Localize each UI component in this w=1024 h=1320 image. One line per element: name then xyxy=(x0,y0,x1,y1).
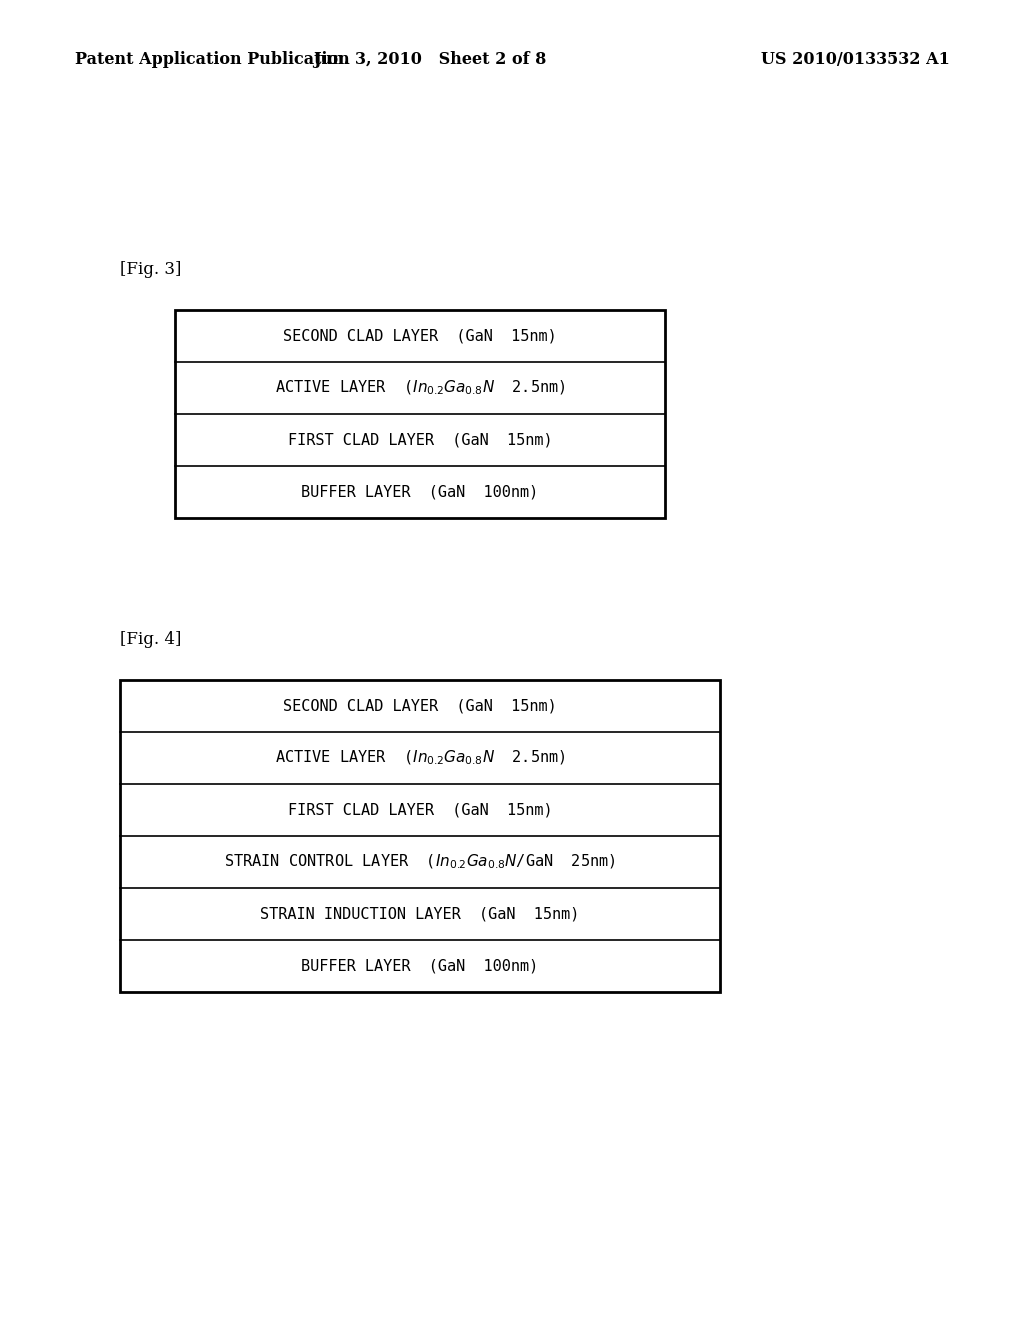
Text: Jun. 3, 2010   Sheet 2 of 8: Jun. 3, 2010 Sheet 2 of 8 xyxy=(313,51,547,69)
Text: STRAIN INDUCTION LAYER  (GaN  15nm): STRAIN INDUCTION LAYER (GaN 15nm) xyxy=(260,907,580,921)
Text: BUFFER LAYER  (GaN  100nm): BUFFER LAYER (GaN 100nm) xyxy=(301,958,539,974)
Text: [Fig. 4]: [Fig. 4] xyxy=(120,631,181,648)
Text: US 2010/0133532 A1: US 2010/0133532 A1 xyxy=(761,51,950,69)
Text: FIRST CLAD LAYER  (GaN  15nm): FIRST CLAD LAYER (GaN 15nm) xyxy=(288,803,552,817)
Text: BUFFER LAYER  (GaN  100nm): BUFFER LAYER (GaN 100nm) xyxy=(301,484,539,499)
Bar xyxy=(175,310,665,517)
Text: [Fig. 3]: [Fig. 3] xyxy=(120,261,181,279)
Text: SECOND CLAD LAYER  (GaN  15nm): SECOND CLAD LAYER (GaN 15nm) xyxy=(283,698,557,714)
Text: FIRST CLAD LAYER  (GaN  15nm): FIRST CLAD LAYER (GaN 15nm) xyxy=(288,433,552,447)
Text: Patent Application Publication: Patent Application Publication xyxy=(75,51,350,69)
Text: SECOND CLAD LAYER  (GaN  15nm): SECOND CLAD LAYER (GaN 15nm) xyxy=(283,329,557,343)
Bar xyxy=(120,680,720,993)
Text: ACTIVE LAYER  ($\mathit{In}_{0.2}\mathit{Ga}_{0.8}N$  2.5nm): ACTIVE LAYER ($\mathit{In}_{0.2}\mathit{… xyxy=(274,748,565,767)
Text: ACTIVE LAYER  ($\mathit{In}_{0.2}\mathit{Ga}_{0.8}N$  2.5nm): ACTIVE LAYER ($\mathit{In}_{0.2}\mathit{… xyxy=(274,379,565,397)
Text: STRAIN CONTROL LAYER  ($\mathit{In}_{0.2}\mathit{Ga}_{0.8}N$/GaN  25nm): STRAIN CONTROL LAYER ($\mathit{In}_{0.2}… xyxy=(224,853,615,871)
